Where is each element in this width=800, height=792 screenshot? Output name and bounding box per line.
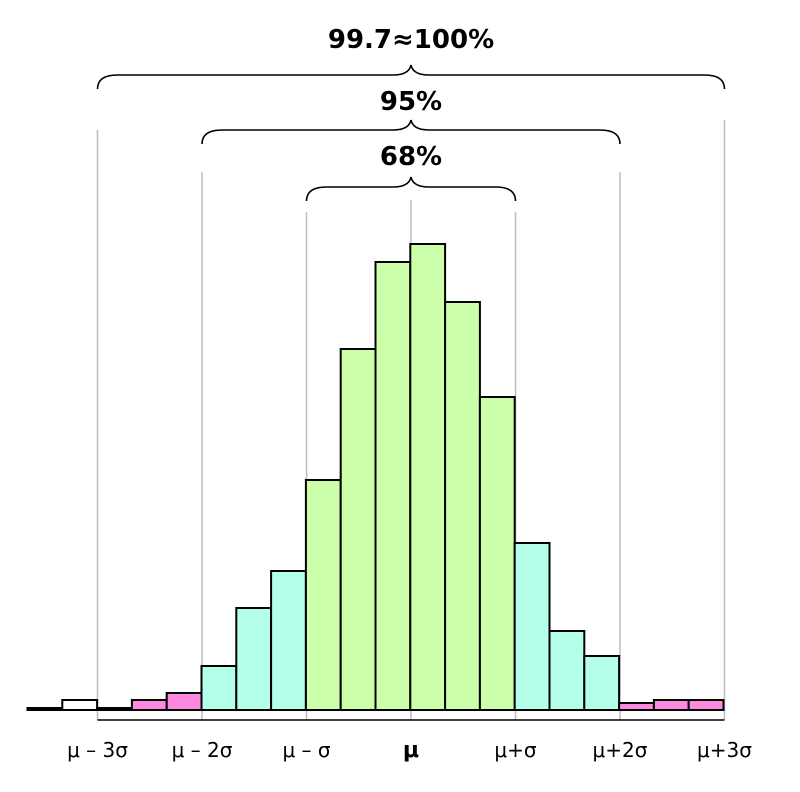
interval-braces: 99.7≈100% 95% 68% [96,25,726,202]
histogram-bar [513,542,551,711]
interval-label: 95% [380,87,442,117]
interval-brace [201,119,621,145]
x-tick-label: μ [403,738,419,763]
histogram-bar [339,348,377,711]
x-tick-label: μ+σ [494,738,536,762]
histogram-bar [270,570,307,711]
histogram-bar [687,699,725,711]
histogram-bar [374,261,412,711]
histogram-bar [444,301,481,711]
histogram-bar [583,655,621,711]
histogram-bar [409,243,447,711]
interval-brace [305,176,517,202]
x-tick-label: μ+2σ [593,738,648,762]
x-tick-label: μ+3σ [697,738,752,762]
histogram-bar [618,702,655,711]
histogram-bar [96,707,133,711]
histogram-bar [548,630,586,711]
x-tick-label: μ – 3σ [67,738,128,762]
histogram-bar [652,699,690,711]
histogram-bar [61,699,99,711]
interval-label: 99.7≈100% [328,25,494,55]
x-tick-label: μ – 2σ [172,738,233,762]
histogram-bar [165,692,203,711]
x-tick-label: μ – σ [282,738,330,762]
interval-brace [96,64,726,90]
histogram-bar [235,607,273,711]
interval-label: 68% [380,142,442,172]
histogram-bar [26,707,64,711]
histogram-bar [130,699,168,711]
histogram-bar [200,665,238,711]
x-tick-labels: μ – 3σ μ – 2σ μ – σ μ μ+σ μ+2σ μ+3σ [67,738,752,763]
histogram-bar [304,479,342,711]
histogram-bars [26,243,725,711]
histogram-bar [478,396,516,711]
